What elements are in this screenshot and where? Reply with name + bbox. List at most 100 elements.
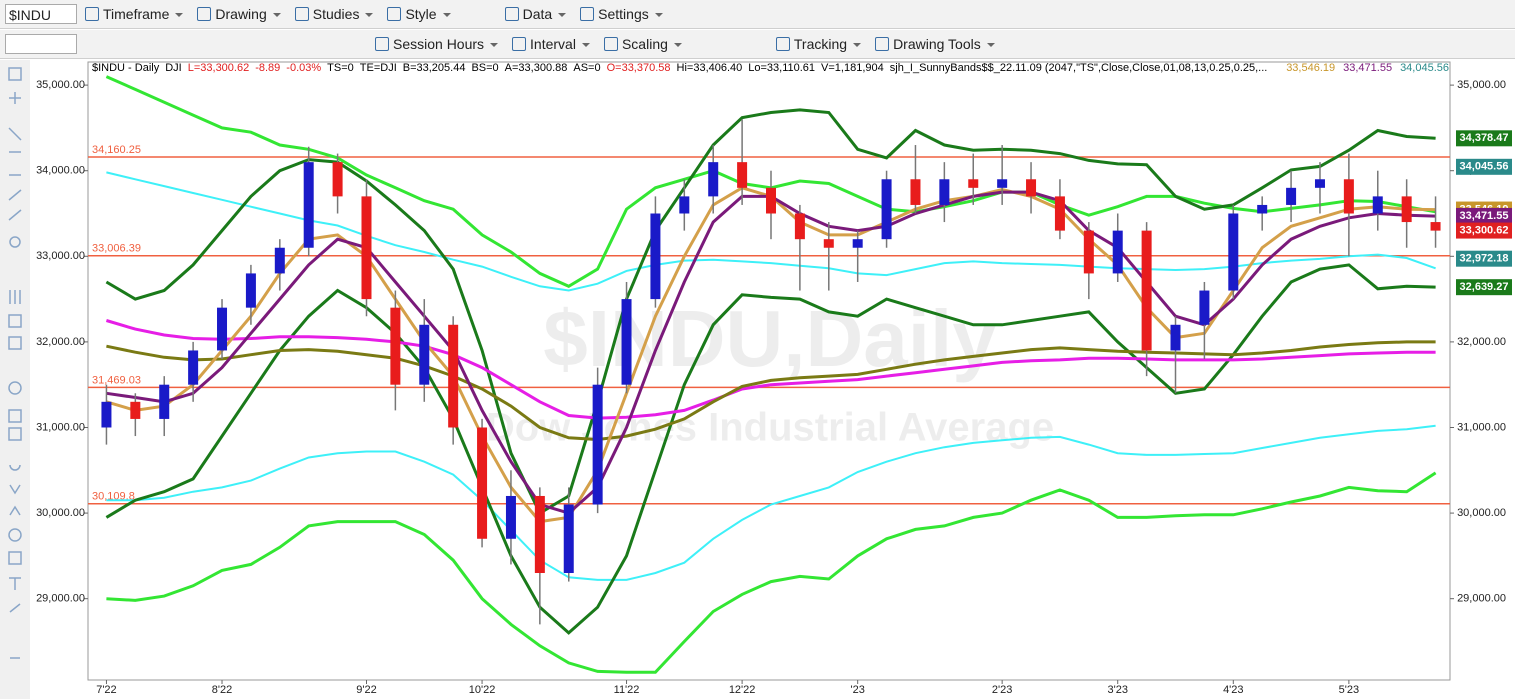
candle-body: [708, 162, 719, 197]
menu-icon: [294, 7, 309, 21]
candle-body: [910, 179, 921, 205]
candle-body: [881, 179, 892, 240]
x-tick-label: 3'23: [1107, 684, 1127, 696]
level-label: 34,160.25: [92, 144, 141, 156]
candle-body: [419, 324, 430, 385]
candle-body: [303, 162, 314, 248]
candle-body: [1112, 230, 1123, 274]
menu-label: Data: [522, 6, 553, 22]
info-text: Lo=33,110.61: [748, 62, 816, 74]
info-text: B=33,205.44: [402, 62, 466, 74]
candle-body: [101, 401, 112, 428]
candle-body: [1257, 204, 1268, 214]
empty-box[interactable]: [5, 34, 77, 54]
band-line: [105, 263, 1436, 635]
menu-item[interactable]: Settings: [580, 6, 663, 22]
band-line: [106, 424, 1436, 581]
candle-body: [939, 179, 950, 205]
info-text: -8.89: [255, 62, 281, 74]
x-tick-label: 2'23: [992, 684, 1012, 696]
candle-body: [1430, 222, 1441, 231]
menu-label: Settings: [598, 6, 649, 22]
candle-body: [968, 179, 979, 188]
menu-item[interactable]: Style: [387, 6, 450, 22]
menu-icon: [85, 7, 99, 21]
x-tick-label: 10'22: [469, 684, 496, 696]
x-tick-label: 7'22: [96, 684, 116, 696]
candle-body: [650, 213, 661, 300]
price-tag-label: 32,639.27: [1460, 281, 1509, 293]
y-tick-label: 32,000.00: [1457, 336, 1506, 348]
menu-item[interactable]: Data: [504, 6, 567, 22]
menu-item[interactable]: Timeframe: [85, 6, 183, 22]
x-tick-label: 9'22: [356, 684, 376, 696]
candle-body: [1199, 290, 1210, 325]
study-value: 33,546.19: [1286, 62, 1336, 74]
candle-body: [679, 196, 690, 214]
info-text: V=1,181,904: [821, 62, 884, 74]
candle-body: [217, 307, 228, 351]
candle-body: [1401, 196, 1412, 223]
tool-item[interactable]: Interval: [512, 36, 590, 52]
info-text: $INDU - Daily: [92, 62, 160, 74]
menu-icon: [504, 7, 519, 21]
menu-bar: $INDU Timeframe Drawing Studies Style Data Se…: [0, 0, 1515, 29]
menu-label: Style: [405, 6, 437, 22]
info-text: sjh_I_SunnyBands$$_22.11.09 (2047,"TS",C…: [889, 62, 1268, 74]
tool-item[interactable]: Session Hours: [375, 36, 498, 52]
candle-body: [477, 427, 488, 539]
candle-body: [621, 299, 632, 385]
candle-body: [390, 307, 401, 385]
candle-body: [592, 384, 603, 505]
info-text: TS=0: [327, 62, 354, 74]
y-tick-label: 30,000.00: [1457, 507, 1506, 519]
tool-bar: Session Hours Interval Scaling Tracking Draw…: [0, 30, 1515, 59]
tool-label: Scaling: [621, 36, 668, 52]
x-tick-label: 4'23: [1223, 684, 1243, 696]
candle-body: [737, 162, 748, 188]
tool-label: Session Hours: [393, 36, 485, 52]
candle-body: [1054, 196, 1065, 231]
price-tag-label: 34,378.47: [1460, 132, 1509, 144]
y-tick-label: 33,000.00: [36, 250, 85, 262]
level-label: 31,469.03: [92, 374, 141, 386]
tool-item[interactable]: Drawing Tools: [875, 36, 995, 52]
plot-area: [87, 61, 1451, 681]
x-tick-label: '23: [851, 684, 865, 696]
candle-body: [1286, 187, 1297, 205]
candle-body: [332, 162, 343, 197]
candle-body: [1372, 196, 1383, 214]
candle-body: [794, 213, 805, 240]
candle-body: [997, 179, 1008, 188]
menu-item[interactable]: Drawing: [197, 6, 280, 22]
y-tick-label: 30,000.00: [36, 507, 85, 519]
price-tag-label: 32,972.18: [1460, 253, 1509, 265]
candle-body: [274, 247, 285, 274]
price-tag: [1456, 158, 1512, 175]
menu-icon: [387, 7, 402, 21]
info-text: TE=DJI: [359, 62, 397, 74]
price-tag: [1456, 250, 1512, 267]
watermark: Dow Jones Industrial Average: [486, 406, 1054, 450]
tool-label: Drawing Tools: [893, 36, 981, 52]
candle-body: [245, 273, 256, 308]
y-tick-label: 29,000.00: [1457, 593, 1506, 605]
candle-body: [1314, 179, 1325, 188]
candle-body: [766, 187, 776, 214]
tool-item[interactable]: Scaling: [603, 36, 682, 52]
x-tick-label: 8'22: [212, 684, 232, 696]
candle-body: [130, 401, 141, 419]
tool-icon: [512, 37, 527, 51]
y-tick-label: 32,000.00: [36, 336, 85, 348]
tool-icon: [375, 37, 389, 51]
symbol-box[interactable]: $INDU: [5, 4, 77, 24]
candle-body: [852, 239, 863, 248]
tool-icon: [875, 37, 890, 51]
menu-item[interactable]: Studies: [294, 6, 374, 22]
menu-label: Studies: [312, 6, 360, 22]
info-text: AS=0: [573, 62, 601, 74]
tool-item[interactable]: Tracking: [775, 36, 861, 52]
